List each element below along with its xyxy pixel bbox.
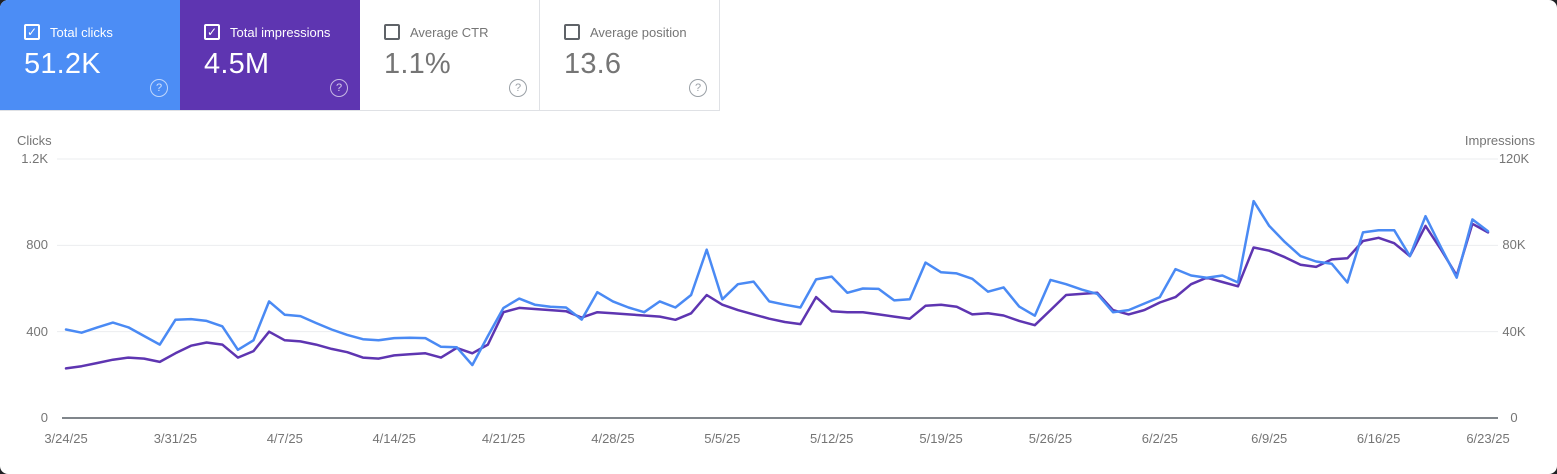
average-position-value: 13.6 [564,48,622,80]
average-position-checkbox[interactable]: ✓ [564,24,580,40]
total-clicks-value: 51.2K [24,48,101,80]
average-ctr-label: Average CTR [410,24,489,40]
total-clicks-label: Total clicks [50,24,113,40]
average-position-header: ✓ Average position [564,24,687,40]
clicks-line [64,199,1490,367]
average-ctr-value: 1.1% [384,48,451,80]
average-ctr-header: ✓ Average CTR [384,24,489,40]
total-clicks-checkbox[interactable]: ✓ [24,24,40,40]
help-icon[interactable]: ? [150,79,168,97]
total-impressions-card[interactable]: ✓ Total impressions 4.5M ? [180,0,360,111]
total-impressions-header: ✓ Total impressions [204,24,330,40]
total-clicks-card[interactable]: ✓ Total clicks 51.2K ? [0,0,180,111]
checkmark-icon: ✓ [206,25,218,39]
total-clicks-header: ✓ Total clicks [24,24,113,40]
average-ctr-card[interactable]: ✓ Average CTR 1.1% ? [360,0,540,111]
average-position-label: Average position [590,24,687,40]
total-impressions-checkbox[interactable]: ✓ [204,24,220,40]
help-icon[interactable]: ? [689,79,707,97]
total-impressions-value: 4.5M [204,48,270,80]
metric-cards-row: ✓ Total clicks 51.2K ? ✓ Total impressio… [0,0,720,111]
checkmark-icon: ✓ [26,25,38,39]
impressions-line [64,222,1490,370]
average-position-card[interactable]: ✓ Average position 13.6 ? [540,0,720,111]
help-icon[interactable]: ? [330,79,348,97]
average-ctr-checkbox[interactable]: ✓ [384,24,400,40]
total-impressions-label: Total impressions [230,24,331,40]
help-icon[interactable]: ? [509,79,527,97]
